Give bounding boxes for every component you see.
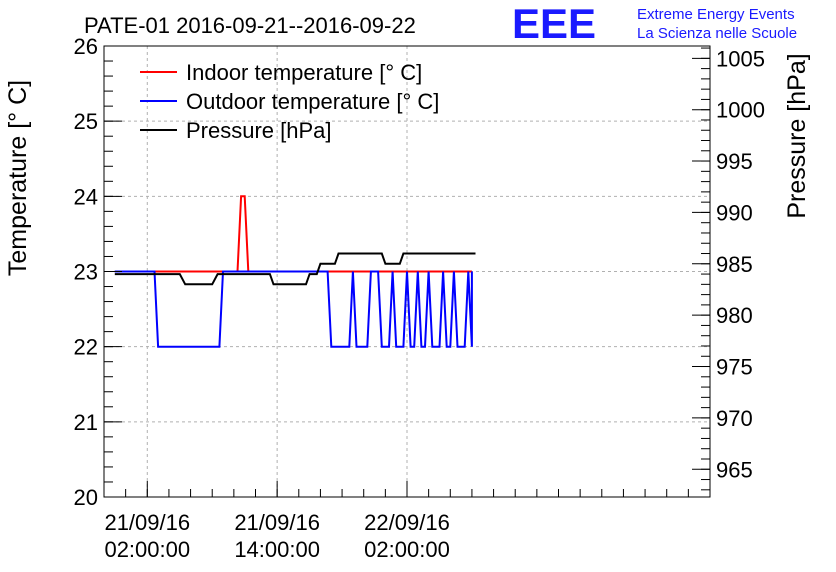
y-tick-label: 25 (74, 109, 98, 134)
y2-tick-label: 970 (716, 406, 753, 431)
y-tick-label: 24 (74, 184, 98, 209)
x-tick-label-date: 22/09/16 (364, 510, 450, 535)
y2-tick-label: 995 (716, 149, 753, 174)
org-name-line1: Extreme Energy Events (637, 6, 795, 23)
eee-logo: EEE (512, 0, 596, 47)
legend-label: Indoor temperature [° C] (186, 60, 422, 85)
series-line-1 (114, 195, 472, 273)
legend-label: Outdoor temperature [° C] (186, 89, 439, 114)
org-name-line2: La Scienza nelle Scuole (637, 25, 797, 42)
y2-tick-label: 1005 (716, 46, 765, 71)
legend-label: Pressure [hPa] (186, 118, 332, 143)
x-tick-label-time: 02:00:00 (364, 537, 450, 562)
x-tick-label-date: 21/09/16 (234, 510, 320, 535)
y2-axis-label: Pressure [hPa] (783, 53, 811, 218)
y2-tick-label: 1000 (716, 98, 765, 123)
y-tick-label: 26 (74, 34, 98, 59)
chart-title: PATE-01 2016-09-21--2016-09-22 (84, 13, 416, 38)
x-tick-label-time: 14:00:00 (234, 537, 320, 562)
y2-tick-label: 980 (716, 303, 753, 328)
y2-tick-label: 965 (716, 457, 753, 482)
y-tick-label: 21 (74, 410, 98, 435)
y2-tick-label: 985 (716, 252, 753, 277)
x-tick-label-date: 21/09/16 (104, 510, 190, 535)
y2-tick-label: 975 (716, 355, 753, 380)
y-tick-label: 23 (74, 260, 98, 285)
x-tick-label-time: 02:00:00 (104, 537, 190, 562)
y-tick-label: 20 (74, 485, 98, 510)
y2-tick-label: 990 (716, 200, 753, 225)
legend: Indoor temperature [° C] Outdoor temperat… (140, 60, 439, 143)
y-tick-label: 22 (74, 335, 98, 360)
y-axis-label: Temperature [° C] (4, 80, 32, 276)
series-lines (114, 195, 476, 348)
series-line-2 (114, 270, 473, 348)
series-line-3 (114, 252, 476, 286)
axes: 20 21 22 23 24 25 26 965 970 975 980 985 990 995 1000 1… (74, 34, 765, 562)
